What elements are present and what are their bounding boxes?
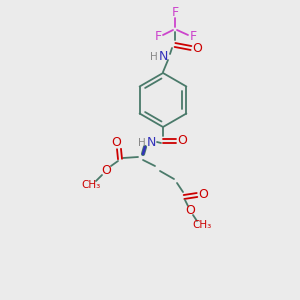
Text: F: F	[189, 31, 197, 44]
Text: H: H	[138, 138, 146, 148]
Text: O: O	[177, 134, 187, 148]
Text: N: N	[158, 50, 168, 64]
Text: O: O	[111, 136, 121, 149]
Text: F: F	[171, 7, 178, 20]
Text: O: O	[185, 205, 195, 218]
Text: H: H	[150, 52, 158, 62]
Text: CH₃: CH₃	[192, 220, 212, 230]
Text: F: F	[154, 31, 162, 44]
Text: O: O	[101, 164, 111, 178]
Text: O: O	[192, 41, 202, 55]
Text: O: O	[198, 188, 208, 202]
Text: N: N	[146, 136, 156, 149]
Text: CH₃: CH₃	[81, 180, 101, 190]
